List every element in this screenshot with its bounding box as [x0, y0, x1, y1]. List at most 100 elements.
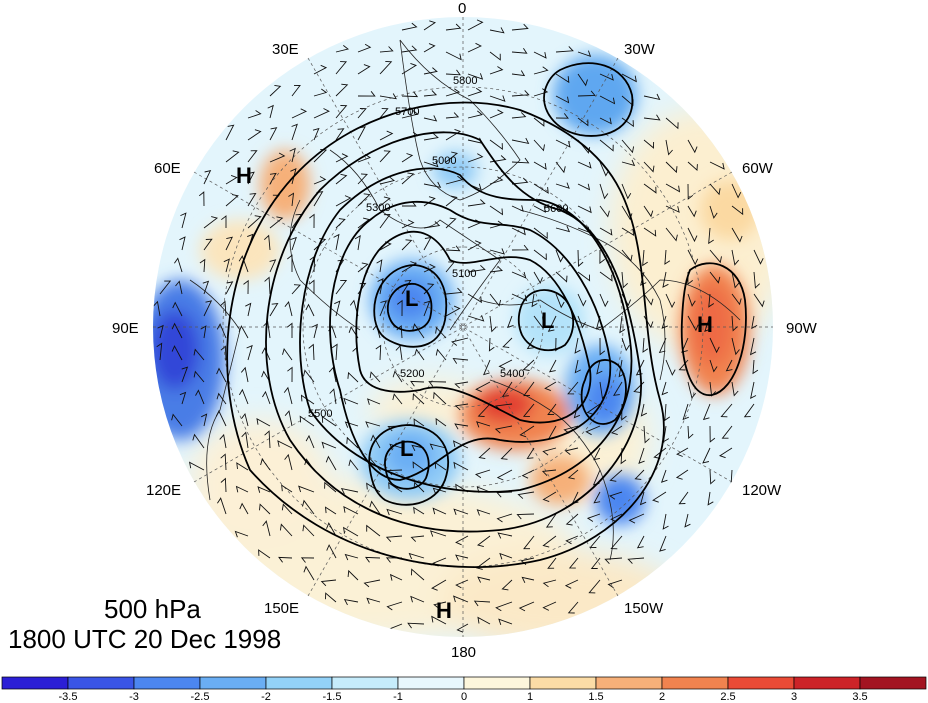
wind-barb — [309, 279, 315, 294]
wind-barb — [662, 271, 669, 288]
wind-barb — [555, 73, 570, 84]
wind-barb — [334, 300, 341, 317]
wind-barb — [445, 305, 461, 317]
wind-barb — [751, 315, 758, 330]
wind-barb — [413, 481, 425, 493]
wind-barb — [432, 487, 447, 495]
wind-barb — [435, 326, 447, 339]
wind-barb — [750, 381, 757, 400]
wind-barb — [467, 153, 484, 163]
wind-barb — [291, 85, 301, 97]
wind-barb — [431, 579, 447, 591]
wind-barb — [577, 183, 591, 191]
wind-barb — [326, 522, 337, 537]
wind-barb — [533, 315, 546, 330]
wind-barb — [269, 172, 277, 185]
wind-barb — [586, 513, 601, 522]
wind-barb — [599, 227, 613, 236]
wind-barb — [429, 443, 447, 450]
wind-barb — [171, 322, 183, 339]
wind-barb — [175, 280, 183, 295]
wind-barb — [241, 431, 249, 449]
wind-barb — [264, 430, 271, 449]
wind-barb — [386, 601, 403, 611]
wind-barb — [753, 249, 764, 265]
wind-barb — [721, 425, 733, 439]
wind-barb — [445, 23, 462, 31]
wind-barb — [489, 176, 504, 185]
colorbar-tick-label: -1 — [393, 691, 403, 703]
wind-barb — [324, 506, 337, 515]
colorbar-swatch — [397, 676, 465, 690]
wind-barb — [225, 281, 234, 295]
colorbar-tick-label: 0 — [460, 691, 468, 703]
wind-barb — [664, 403, 671, 422]
lon-label-180: 180 — [451, 644, 477, 661]
wind-barb — [343, 598, 359, 606]
wind-barb — [357, 64, 371, 75]
wind-barb — [473, 600, 491, 607]
wind-barb — [498, 618, 513, 626]
wind-barb — [599, 73, 614, 81]
wind-barb — [348, 459, 359, 471]
wind-barb — [533, 117, 545, 127]
wind-barb — [401, 239, 413, 251]
wind-barb — [388, 482, 403, 493]
wind-barb — [321, 441, 337, 449]
wind-barb — [369, 371, 381, 383]
wind-barb — [278, 556, 293, 563]
wind-barb — [326, 544, 337, 559]
wind-barb — [305, 434, 315, 449]
wind-barb — [221, 215, 227, 228]
wind-barb — [564, 579, 579, 589]
anomaly-shading — [153, 17, 773, 637]
wind-barb — [262, 520, 271, 537]
wind-barb — [643, 93, 661, 101]
wind-barb — [379, 130, 394, 141]
contour-label-5000: 5000 — [432, 155, 457, 167]
wind-barb — [681, 337, 689, 353]
wind-barb — [564, 447, 579, 455]
wind-barb — [423, 263, 436, 273]
wind-barb — [687, 205, 697, 218]
colorbar-swatch — [529, 676, 597, 690]
wind-barb — [577, 73, 588, 87]
wind-barb — [335, 45, 350, 53]
wind-barb — [725, 359, 733, 372]
wind-barb — [412, 323, 425, 339]
colorbar-swatch — [1, 676, 69, 690]
wind-barb — [156, 342, 163, 361]
wind-barb — [709, 359, 718, 373]
wind-barb — [621, 337, 630, 352]
wind-barb — [653, 447, 667, 459]
wind-barb — [599, 337, 606, 356]
wind-barb — [192, 433, 205, 449]
wind-barb — [385, 535, 403, 543]
wind-barb — [287, 366, 293, 383]
wind-barb — [235, 485, 249, 493]
wind-barb — [476, 486, 491, 493]
wind-barb — [246, 344, 253, 361]
wind-barb — [634, 469, 645, 480]
wind-barb — [522, 359, 535, 371]
wind-barb — [511, 47, 528, 54]
wind-barb — [454, 403, 469, 411]
contour-label-5200: 5200 — [400, 368, 425, 380]
wind-barb — [179, 391, 187, 405]
wind-barb — [267, 104, 274, 119]
wind-barb — [289, 147, 296, 163]
wind-barb — [220, 345, 227, 361]
wind-barb — [452, 358, 469, 364]
wind-barb — [467, 110, 484, 119]
wind-barb — [247, 129, 262, 141]
lon-label-150e: 150E — [264, 600, 300, 617]
wind-barb — [498, 359, 513, 370]
wind-barb — [329, 388, 337, 405]
wind-barb — [299, 415, 315, 427]
wind-barb — [489, 248, 505, 255]
colorbar-swatch — [265, 676, 333, 690]
high-center-pacific: H — [436, 598, 452, 623]
wind-barb — [291, 108, 308, 119]
height-contours — [226, 62, 747, 568]
wind-barb — [445, 217, 457, 229]
